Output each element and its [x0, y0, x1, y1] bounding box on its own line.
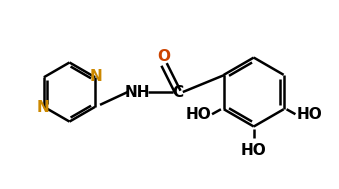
Text: O: O [158, 49, 171, 64]
Text: HO: HO [241, 143, 266, 158]
Text: N: N [90, 69, 102, 84]
Text: NH: NH [125, 84, 150, 100]
Text: C: C [172, 84, 183, 100]
Text: HO: HO [185, 107, 211, 122]
Text: HO: HO [296, 107, 322, 122]
Text: N: N [37, 100, 49, 115]
